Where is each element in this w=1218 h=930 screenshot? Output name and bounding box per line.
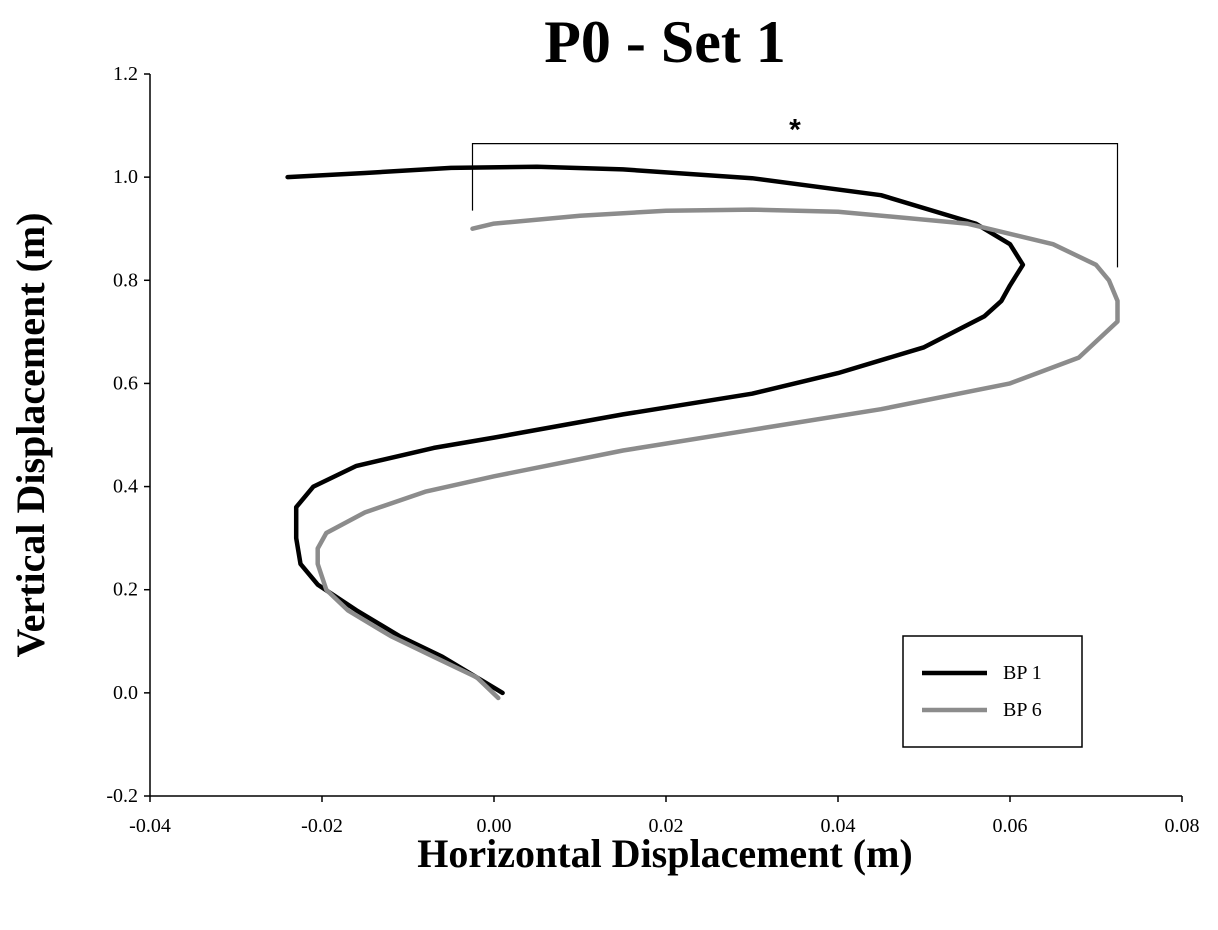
y-axis-ticks: -0.2 0.0 0.2 0.4 0.6 0.8 1.0 1.2: [106, 63, 150, 807]
legend-label-1: BP 1: [1003, 662, 1042, 684]
x-tick-label: 0.04: [821, 815, 856, 837]
x-tick-label: -0.02: [301, 815, 343, 837]
x-tick-label: 0.06: [993, 815, 1028, 837]
chart-title: P0 - Set 1: [544, 9, 786, 75]
x-axis-ticks: -0.04 -0.02 0.00 0.02 0.04 0.06 0.08: [129, 796, 1200, 837]
y-tick-label: 0.0: [113, 682, 138, 704]
legend: BP 1 BP 6: [902, 635, 1083, 748]
y-tick-label: 1.0: [113, 166, 138, 188]
y-axis-title: Vertical Displacement (m): [8, 212, 53, 657]
y-tick-label: 0.6: [113, 372, 138, 394]
series-layer: [285, 164, 1120, 701]
y-tick-label: 0.4: [113, 476, 138, 498]
x-tick-label: 0.02: [649, 815, 684, 837]
y-tick-label: 1.2: [113, 63, 138, 85]
bracket-line: [471, 143, 1119, 268]
plot-area: -0.2 0.0 0.2 0.4 0.6 0.8 1.0 1.2 -0.04 -0.02 0.00…: [106, 63, 1199, 837]
legend-label-2: BP 6: [1003, 699, 1042, 721]
x-axis-title: Horizontal Displacement (m): [417, 831, 912, 876]
x-tick-label: -0.04: [129, 815, 171, 837]
y-tick-label: 0.2: [113, 579, 138, 601]
significance-bracket: *: [471, 114, 1119, 268]
x-tick-label: 0.00: [477, 815, 512, 837]
series-line-2: [315, 207, 1120, 701]
significance-marker: *: [789, 114, 801, 147]
x-tick-label: 0.08: [1165, 815, 1200, 837]
y-tick-label: -0.2: [106, 785, 138, 807]
y-tick-label: 0.8: [113, 269, 138, 291]
legend-box: [902, 635, 1083, 748]
series-line-1: [285, 164, 1026, 696]
